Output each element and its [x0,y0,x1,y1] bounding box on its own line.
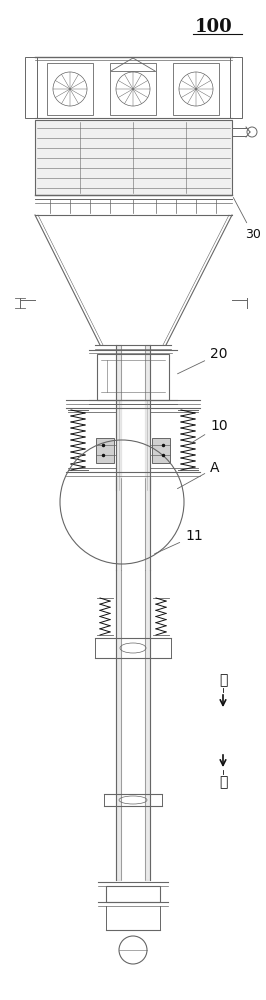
Text: 30: 30 [233,197,261,241]
Bar [35,120,232,195]
Bar [96,438,114,463]
Bar [25,57,37,118]
Bar [110,63,156,115]
Bar [95,638,171,658]
Text: 10: 10 [190,419,228,444]
Text: 上: 上 [219,673,227,687]
Text: 11: 11 [155,529,203,554]
Bar [230,57,242,118]
Text: 下: 下 [219,775,227,789]
Bar [152,438,170,463]
Bar [173,63,219,115]
Bar [104,794,162,806]
Text: A: A [177,461,219,489]
Text: 100: 100 [195,18,233,36]
Bar [97,354,169,400]
Text: 20: 20 [177,347,227,374]
Bar [47,63,93,115]
Bar [106,886,160,902]
